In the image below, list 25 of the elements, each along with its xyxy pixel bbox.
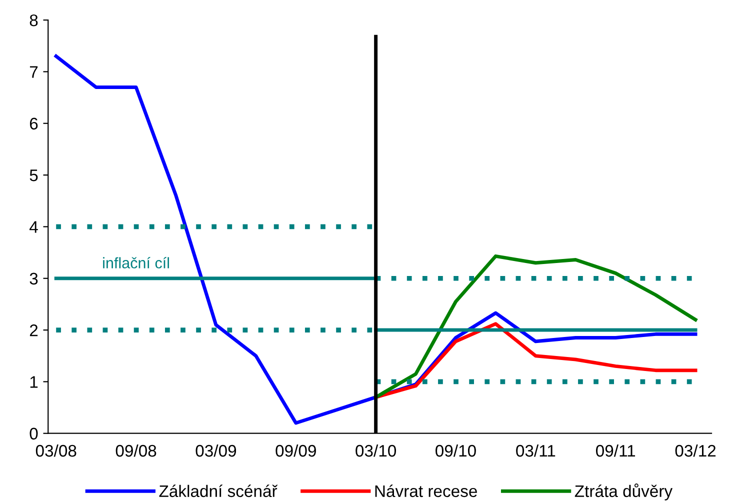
y-tick-label: 1 (30, 376, 38, 388)
x-tick-label: 03/09 (196, 444, 236, 457)
y-tick-label: 6 (30, 118, 38, 130)
y-tick-label: 0 (30, 428, 38, 440)
x-tick-label: 09/09 (276, 444, 316, 457)
x-tick-label: 03/11 (516, 444, 556, 457)
x-tick-label: 09/10 (436, 444, 476, 457)
x-tick-label: 03/12 (675, 444, 716, 457)
legend-label: Základní scénář (159, 484, 278, 498)
y-tick-label: 5 (30, 170, 38, 182)
annotation: inflační cíl (103, 257, 169, 268)
line-series (374, 322, 698, 399)
legend-label: Ztráta důvěry (574, 484, 673, 500)
x-tick-label: 03/10 (356, 444, 396, 457)
y-tick-label: 2 (30, 324, 38, 336)
x-tick-label: 09/08 (116, 444, 156, 457)
x-tick-label: 09/11 (596, 444, 636, 457)
y-tick-label: 4 (30, 221, 38, 233)
y-tick-label: 7 (30, 66, 38, 78)
y-tick-label: 8 (30, 14, 38, 26)
line-series (54, 54, 698, 425)
y-tick-label: 3 (30, 272, 38, 285)
x-tick-label: 03/08 (36, 444, 76, 457)
line-series (374, 254, 698, 399)
legend-label: Návrat recese (375, 484, 477, 498)
